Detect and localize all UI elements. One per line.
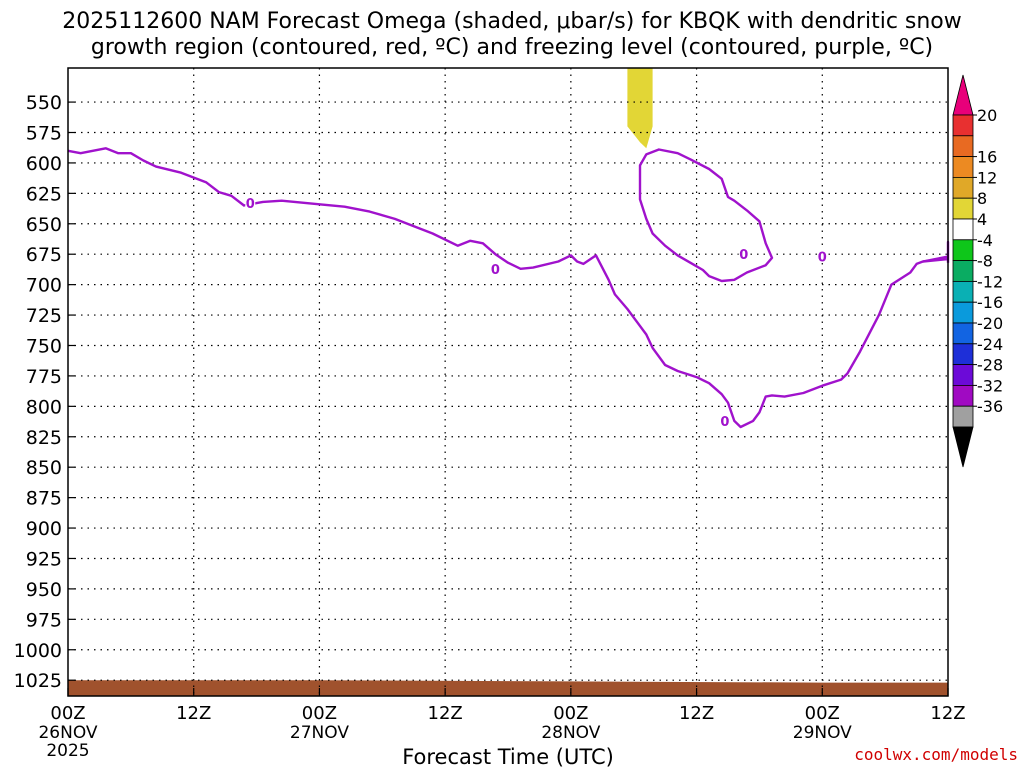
colorbar-label-5: -4 xyxy=(977,231,993,250)
colorbar-segment-5 xyxy=(952,218,974,241)
x-tick-year-0: 2025 xyxy=(46,741,89,761)
y-tick-label-575: 575 xyxy=(26,123,62,145)
y-tick-label-925: 925 xyxy=(26,548,62,570)
y-tick-label-1025: 1025 xyxy=(14,670,62,692)
x-tick-date-0: 26NOV xyxy=(38,723,97,743)
colorbar-segment-6 xyxy=(952,239,974,262)
colorbar-label-7: -12 xyxy=(977,272,1003,291)
contour-label-bg-1 xyxy=(490,260,501,275)
freezing-level-contours: 0 0 0 0 0 xyxy=(67,147,950,430)
y-tick-label-775: 775 xyxy=(26,366,62,388)
y-tick-label-675: 675 xyxy=(26,244,62,266)
y-tick-label-750: 750 xyxy=(26,335,62,357)
plot-area: 0 0 0 0 0 xyxy=(67,67,950,697)
y-tick-label-850: 850 xyxy=(26,457,62,479)
y-tick-label-825: 825 xyxy=(26,427,62,449)
contour-label-0: 0 xyxy=(246,197,255,212)
colorbar-segment-9 xyxy=(952,301,974,324)
y-tick-label-1000: 1000 xyxy=(14,640,62,662)
y-tick-label-550: 550 xyxy=(26,92,62,114)
colorbar-label-9: -20 xyxy=(977,314,1003,333)
colorbar-segment-0 xyxy=(952,114,974,137)
colorbar-label-12: -32 xyxy=(977,376,1003,395)
x-tick-date-24: 27NOV xyxy=(290,723,349,743)
y-tick-label-700: 700 xyxy=(26,275,62,297)
y-tick-label-625: 625 xyxy=(26,183,62,205)
x-tick-label-36: 12Z xyxy=(428,703,463,724)
y-tick-label-950: 950 xyxy=(26,579,62,601)
colorbar-segment-10 xyxy=(952,322,974,345)
contour-label-bg-2 xyxy=(719,412,730,427)
colorbar-segment-8 xyxy=(952,280,974,303)
colorbar-label-1: 16 xyxy=(977,148,997,167)
colorbar-label-13: -36 xyxy=(977,397,1003,416)
x-tick-label-24: 00Z xyxy=(302,703,337,724)
colorbar-segment-2 xyxy=(952,156,974,178)
x-axis-label: Forecast Time (UTC) xyxy=(402,745,614,768)
colorbar-segment-4 xyxy=(952,197,974,220)
y-tick-label-875: 875 xyxy=(26,488,62,510)
colorbar-segment-13 xyxy=(952,384,974,407)
contour-label-1: 0 xyxy=(491,263,500,278)
x-tick-date-48: 28NOV xyxy=(541,723,600,743)
freezing-level-line xyxy=(67,147,949,429)
colorbar-segment-11 xyxy=(952,343,974,365)
contour-label-bg-4 xyxy=(817,248,828,263)
credit-text: coolwx.com/models xyxy=(854,745,1018,764)
omega-shade-1 xyxy=(68,680,948,696)
pressure-axis: 550 575 600 625 650 675 700 725 750 775 800 825 850 8… xyxy=(14,92,75,692)
colorbar-top-arrow xyxy=(952,74,974,116)
colorbar-segment-3 xyxy=(952,176,974,199)
freezing-level-loop xyxy=(638,148,774,283)
colorbar-bottom-arrow xyxy=(952,426,974,468)
y-tick-label-800: 800 xyxy=(26,396,62,418)
chart-title-line2: growth region (contoured, red, ºC) and f… xyxy=(91,35,933,60)
y-tick-label-600: 600 xyxy=(26,153,62,175)
colorbar-label-2: 12 xyxy=(977,168,997,187)
colorbar-label-0: 20 xyxy=(977,106,997,125)
grid-layer xyxy=(68,68,948,696)
contour-label-bg-0 xyxy=(245,195,256,210)
chart-title-line1: 2025112600 NAM Forecast Omega (shaded, μ… xyxy=(62,9,962,34)
y-tick-label-650: 650 xyxy=(26,214,62,236)
omega-shade-0 xyxy=(627,68,653,149)
x-tick-label-72: 00Z xyxy=(805,703,840,724)
x-tick-label-60: 12Z xyxy=(679,703,714,724)
y-tick-label-725: 725 xyxy=(26,305,62,327)
colorbar-label-10: -24 xyxy=(977,335,1003,354)
x-tick-label-0: 00Z xyxy=(50,703,85,724)
colorbar-segment-1 xyxy=(952,135,974,158)
colorbar-segment-7 xyxy=(952,260,974,282)
x-tick-label-84: 12Z xyxy=(930,703,965,724)
colorbar-segment-14 xyxy=(952,405,974,428)
x-tick-date-72: 29NOV xyxy=(793,723,852,743)
colorbar-label-11: -28 xyxy=(977,356,1003,375)
x-tick-label-12: 12Z xyxy=(176,703,211,724)
colorbar-segment-12 xyxy=(952,364,974,386)
y-tick-label-900: 900 xyxy=(26,518,62,540)
contour-label-bg-3 xyxy=(738,246,749,261)
colorbar-label-4: 4 xyxy=(977,210,987,229)
colorbar-label-3: 8 xyxy=(977,189,987,208)
contour-label-2: 0 xyxy=(720,415,729,430)
plot-background xyxy=(68,68,948,696)
x-tick-label-48: 00Z xyxy=(553,703,588,724)
omega-shading-layer xyxy=(68,68,948,696)
colorbar-label-8: -16 xyxy=(977,293,1003,312)
plot-frame xyxy=(67,67,949,697)
colorbar-label-6: -8 xyxy=(977,252,993,271)
contour-label-4: 0 xyxy=(818,251,827,266)
y-tick-label-975: 975 xyxy=(26,609,62,631)
contour-label-3: 0 xyxy=(739,248,748,263)
